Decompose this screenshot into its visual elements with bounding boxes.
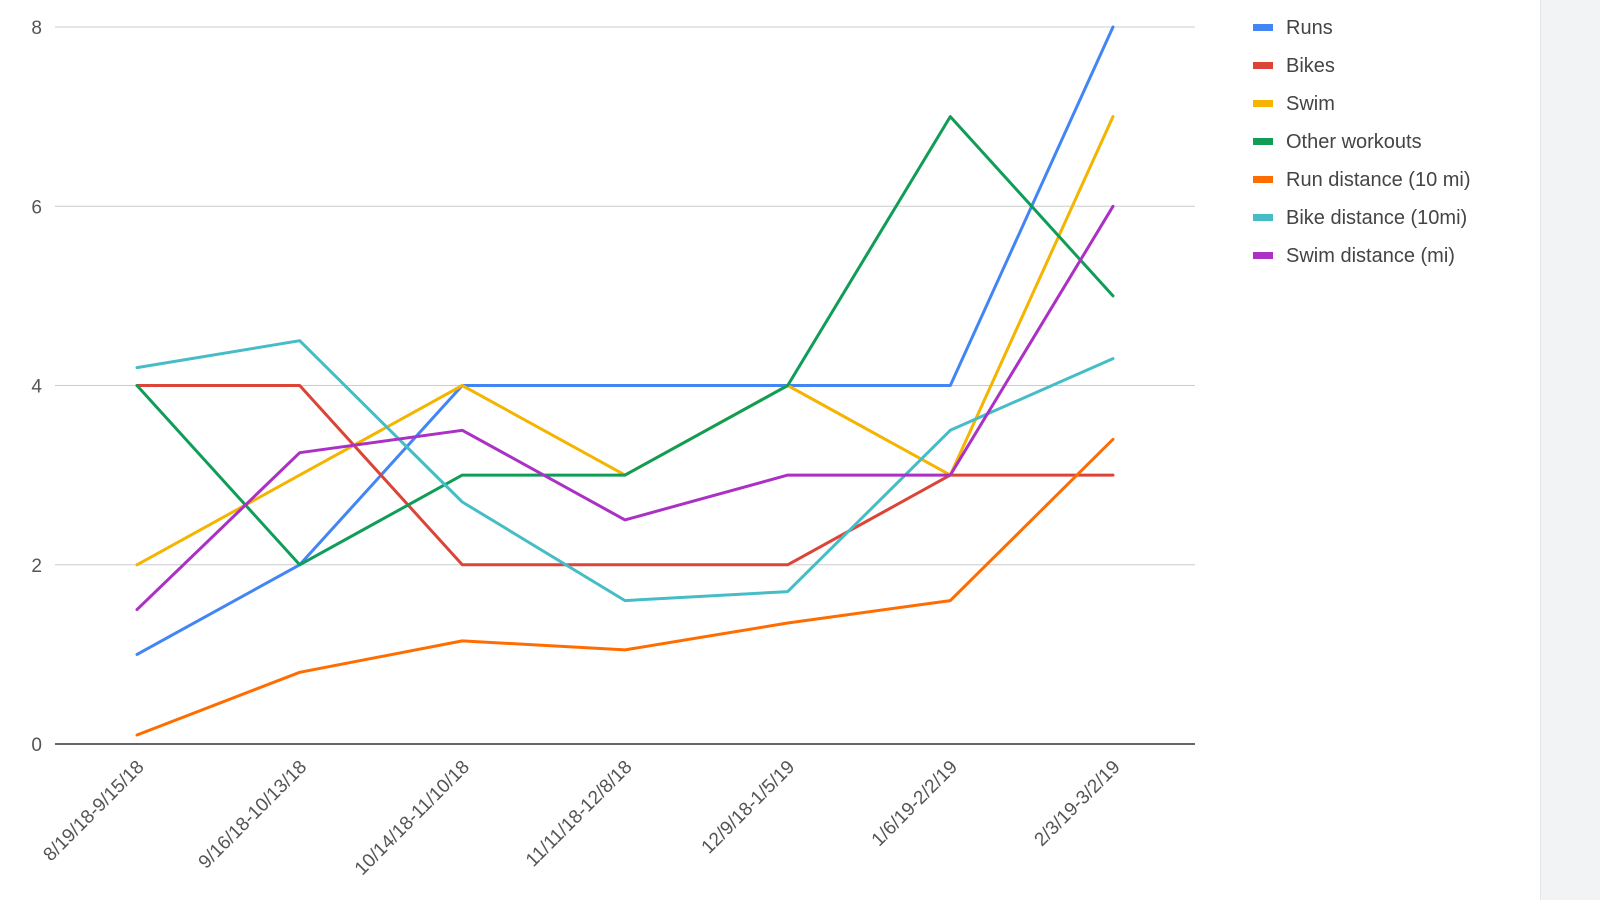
legend-label: Swim <box>1286 93 1335 115</box>
y-tick-label: 4 <box>31 377 42 398</box>
y-tick-label: 0 <box>31 735 42 756</box>
legend-label: Run distance (10 mi) <box>1286 169 1471 191</box>
legend: Runs Bikes Swim Other workouts Run distance … <box>1253 17 1471 267</box>
series-line-runs <box>135 25 1115 656</box>
legend-label: Bike distance (10mi) <box>1286 207 1467 229</box>
y-tick-label: 8 <box>31 18 42 39</box>
x-tick-label: 8/19/18-9/15/18 <box>40 757 149 866</box>
legend-swatch <box>1253 24 1273 31</box>
legend-label: Runs <box>1286 17 1333 39</box>
legend-swatch <box>1253 176 1273 183</box>
x-tick-label: 1/6/19-2/2/19 <box>868 757 962 851</box>
x-axis-ticks: 8/19/18-9/15/18 9/16/18-10/13/18 10/14/18-… <box>40 757 1125 880</box>
y-tick-label: 6 <box>31 197 42 218</box>
legend-swatch <box>1253 252 1273 259</box>
series-lines <box>135 25 1115 737</box>
x-tick-label: 11/11/18-12/8/18 <box>522 757 636 871</box>
series-line-swim-distance-mi <box>135 204 1115 612</box>
x-tick-label: 12/9/18-1/5/19 <box>698 757 800 859</box>
legend-label: Swim distance (mi) <box>1286 245 1455 267</box>
x-tick-label: 2/3/19-3/2/19 <box>1031 757 1125 851</box>
legend-swatch <box>1253 138 1273 145</box>
y-axis-ticks: 0 2 4 6 8 <box>31 18 42 756</box>
x-tick-label: 10/14/18-11/10/18 <box>351 757 474 880</box>
y-tick-label: 2 <box>31 556 42 577</box>
series-line-swim <box>135 115 1115 567</box>
series-line-other-workouts <box>135 115 1115 567</box>
legend-label: Other workouts <box>1286 131 1422 153</box>
legend-swatch <box>1253 214 1273 221</box>
legend-swatch <box>1253 100 1273 107</box>
side-panel-edge <box>1540 0 1600 900</box>
series-line-bike-distance-10mi <box>135 339 1115 603</box>
legend-swatch <box>1253 62 1273 69</box>
legend-label: Bikes <box>1286 55 1335 77</box>
x-tick-label: 9/16/18-10/13/18 <box>195 757 311 873</box>
